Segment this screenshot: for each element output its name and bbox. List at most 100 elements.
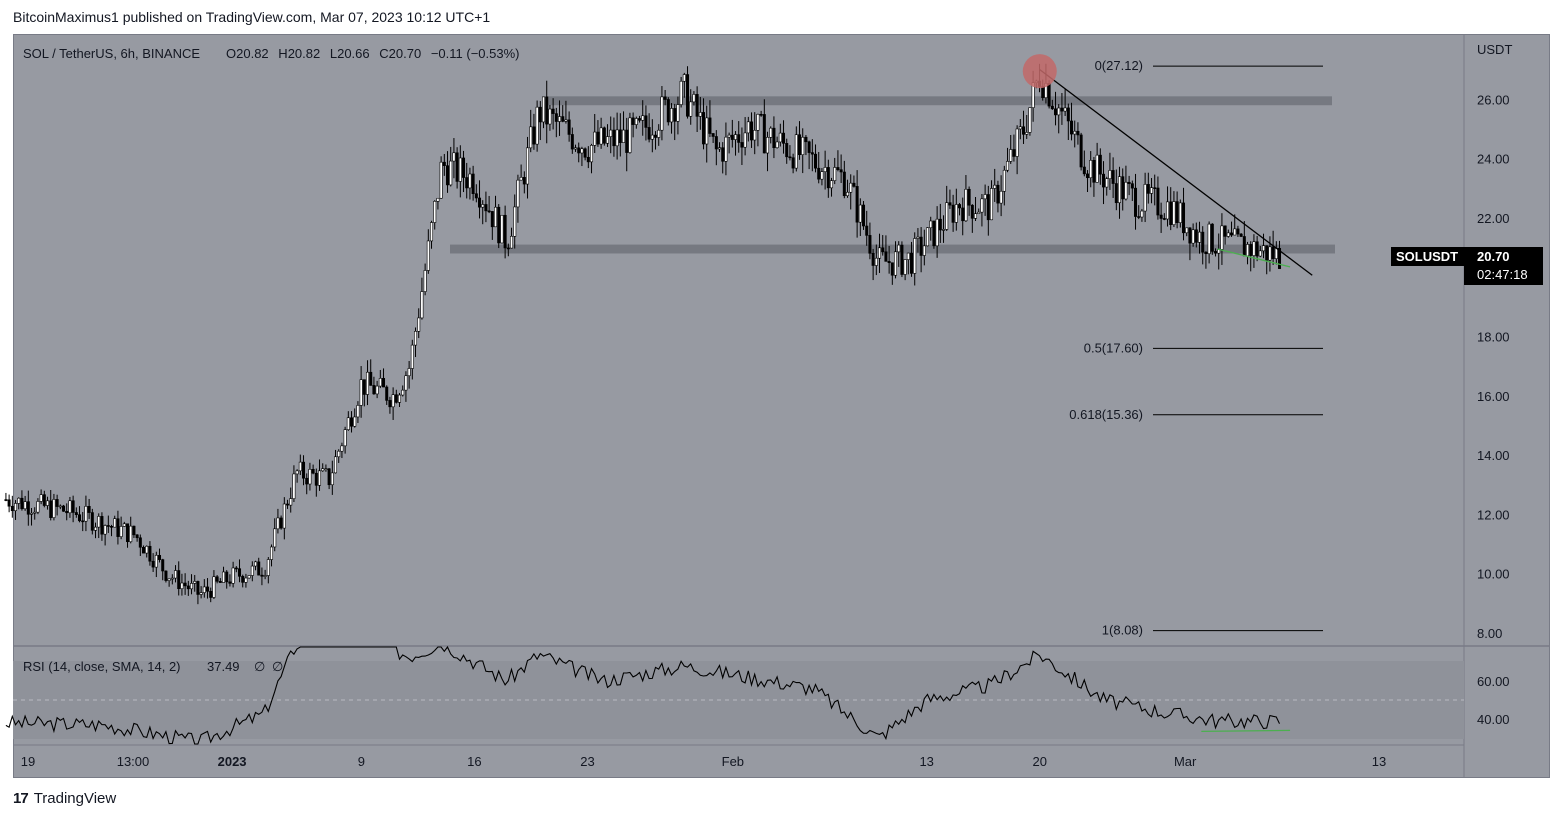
candle-body xyxy=(81,520,85,523)
candle-body xyxy=(231,567,235,584)
candle-body xyxy=(426,240,430,271)
candle-body xyxy=(1166,201,1170,220)
candle-body xyxy=(398,394,402,403)
candle-body xyxy=(174,570,178,579)
candle-body xyxy=(673,108,677,122)
candle-body xyxy=(682,74,686,82)
time-tick: 2023 xyxy=(218,754,247,769)
candle-body xyxy=(330,472,334,486)
candle-body xyxy=(894,251,898,276)
candle-body xyxy=(430,222,434,242)
candle-body xyxy=(295,470,299,475)
candle-body xyxy=(388,400,392,408)
chart-frame[interactable] xyxy=(13,34,1550,778)
horizontal-zones xyxy=(450,96,1335,254)
price-tick: 14.00 xyxy=(1477,448,1510,463)
candle-body xyxy=(974,213,978,219)
price-tick: 18.00 xyxy=(1477,330,1510,345)
candle-body xyxy=(609,129,613,137)
candle-body xyxy=(551,108,555,114)
candle-body xyxy=(574,147,578,150)
legend-o-label: O xyxy=(226,46,236,61)
candle-body xyxy=(839,169,843,173)
candle-body xyxy=(1140,210,1144,218)
candle-body xyxy=(622,129,626,143)
candle-body xyxy=(862,204,866,227)
candle-body xyxy=(26,501,30,515)
candle-body xyxy=(279,517,283,529)
candle-body xyxy=(951,204,955,223)
candle-body xyxy=(958,204,962,209)
candle-body xyxy=(1006,161,1010,171)
support-green-line[interactable] xyxy=(1217,248,1291,268)
candle-body xyxy=(935,218,939,247)
candle-body xyxy=(1188,227,1192,244)
price-tick: 24.00 xyxy=(1477,152,1510,167)
candle-body xyxy=(772,127,776,149)
candle-body xyxy=(679,80,683,105)
candle-body xyxy=(650,134,654,140)
candle-body xyxy=(151,560,155,568)
candle-body xyxy=(535,106,539,145)
candle-body xyxy=(692,94,696,103)
candle-body xyxy=(1018,126,1022,130)
candle-body xyxy=(561,116,565,122)
candle-body xyxy=(737,134,741,143)
candle-body xyxy=(785,143,789,158)
candle-body xyxy=(1262,245,1266,252)
candle-body xyxy=(1169,201,1173,225)
price-tick: 10.00 xyxy=(1477,567,1510,582)
candle-body xyxy=(404,375,408,391)
candle-body xyxy=(372,385,376,395)
price-axis-currency: USDT xyxy=(1477,42,1512,57)
candle-body xyxy=(1223,225,1227,237)
top-red-circle xyxy=(1022,54,1057,89)
candle-body xyxy=(689,101,693,117)
candle-body xyxy=(4,499,8,501)
fib-label: 1(8.08) xyxy=(1102,623,1143,638)
candle-body xyxy=(702,112,706,145)
candle-body xyxy=(986,194,990,221)
rsi-null-2: ∅ xyxy=(272,659,283,674)
candle-body xyxy=(142,546,146,554)
candle-body xyxy=(631,117,635,125)
candle-body xyxy=(238,568,242,577)
legend-o-value: 20.82 xyxy=(236,46,269,61)
candle-body xyxy=(10,505,14,512)
candle-body xyxy=(506,247,510,250)
candle-body xyxy=(1230,232,1234,236)
candle-body xyxy=(318,470,322,486)
candle-body xyxy=(106,525,110,527)
candle-body xyxy=(366,371,370,395)
horizontal-zone[interactable] xyxy=(547,96,1332,106)
horizontal-zone[interactable] xyxy=(450,244,1335,254)
candle-body xyxy=(458,157,462,182)
candle-body xyxy=(154,555,158,568)
candle-body xyxy=(1156,187,1160,216)
candle-body xyxy=(596,131,600,145)
candle-body xyxy=(68,500,72,514)
candle-body xyxy=(705,117,709,145)
candle-body xyxy=(964,188,968,222)
candle-body xyxy=(663,96,667,100)
candle-body xyxy=(727,134,731,138)
candle-body xyxy=(193,581,197,584)
candle-body xyxy=(1079,134,1083,168)
candle-body xyxy=(1041,86,1045,99)
candle-body xyxy=(1137,216,1141,218)
descending-trendline[interactable] xyxy=(1039,69,1313,276)
tradingview-brand[interactable]: 17 TradingView xyxy=(13,790,116,807)
candle-body xyxy=(462,157,466,178)
candle-body xyxy=(148,545,152,562)
candle-body xyxy=(932,220,936,247)
symbol-tag-bg xyxy=(1391,247,1464,266)
candle-body xyxy=(218,581,222,583)
candle-body xyxy=(967,188,971,206)
candle-body xyxy=(468,173,472,189)
candle-body xyxy=(1226,232,1230,237)
candle-body xyxy=(1124,181,1128,200)
candle-body xyxy=(391,394,395,408)
candle-body xyxy=(455,152,459,182)
candle-body xyxy=(711,133,715,137)
